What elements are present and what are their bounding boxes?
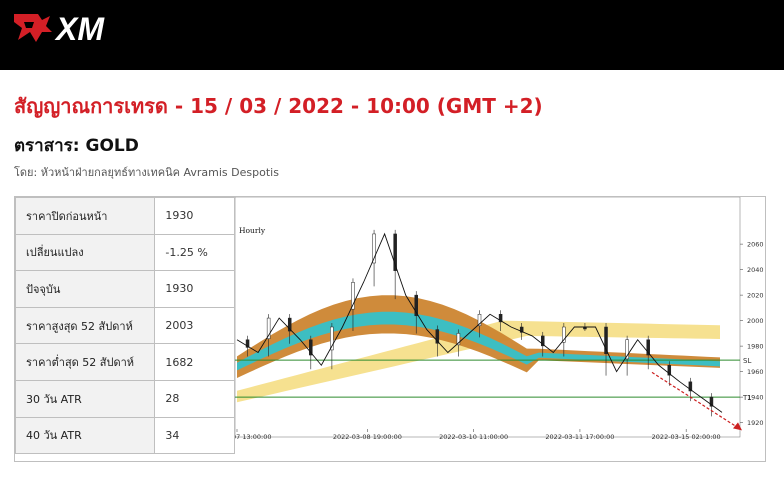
candle-body [435,329,440,344]
stats-row: ปัจจุบัน 1930 [14,270,235,308]
candle-body [245,339,250,348]
y-tick-label: 1960 [747,368,764,376]
candle-body [646,339,650,356]
candle-body [625,339,629,360]
target-arrow-line [651,371,737,427]
stats-table: ราคาปิดก่อนหน้า 1930 เปลี่ยนแปลง -1.25 % ปัจ… [14,197,235,455]
bull-logo-icon [14,14,52,42]
stat-value: 34 [154,416,235,455]
stat-value: 28 [154,379,235,418]
candle-body [351,282,355,310]
candle-body [330,326,334,351]
price-line [236,232,723,413]
y-tick-label: 2040 [747,266,764,274]
candle-body [287,317,292,332]
y-tick-label: 1980 [747,343,764,351]
candle-body [562,326,566,343]
stats-row: 30 วัน ATR 28 [14,379,235,418]
stat-label: ราคาปิดก่อนหน้า [14,197,156,235]
page-title: สัญญาณการเทรด - 15 / 03 / 2022 - 10:00 (… [14,94,543,118]
y-tick-label: 1920 [747,419,764,427]
candle-body [266,317,271,339]
timeframe-label: Hourly [239,226,266,235]
candle-body [498,314,503,323]
stats-row: เปลี่ยนแปลง -1.25 % [14,233,235,272]
price-chart: SL T1 1920 1940 1960 1980 2000 2020 2040 2060 2022… [235,197,764,441]
stat-value: 1682 [154,343,235,381]
y-tick-label: 2000 [747,317,764,325]
stat-label: ปัจจุบัน [14,270,156,308]
candle-body [456,333,461,346]
candle-body [519,326,524,333]
y-tick-label: 1940 [747,394,764,402]
candle-body [688,381,693,392]
xm-logo[interactable]: XM [12,10,132,46]
x-tick-label: 2022-03-10 11:00:00 [439,433,508,441]
candle-body [709,396,714,407]
stat-value: -1.25 % [154,233,235,272]
candle-body [372,233,376,264]
candle-body [604,326,608,355]
candle-body [477,314,482,326]
stat-label: ราคาต่ำสุด 52 สัปดาห์ [14,343,156,381]
author-line: โดย: หัวหน้าฝ่ายกลยุทธ์ทางเทคนิค Avramis… [14,166,279,179]
stat-label: เปลี่ยนแปลง [14,233,156,272]
level-label: T1 [742,394,752,402]
stats-row: ราคาปิดก่อนหน้า 1930 [14,197,235,235]
arrow-head-icon [733,422,742,431]
instrument-heading: ตราสาร: GOLD [14,136,139,156]
stats-row: 40 วัน ATR 34 [14,416,235,455]
x-tick-label: 2022-03-08 19:00:00 [333,433,402,441]
candle-body [541,335,545,347]
y-tick-label: 2060 [747,241,764,249]
top-bar: XM [0,0,784,70]
y-tick-label: 2020 [747,292,764,300]
candle-body [414,294,418,317]
stat-value: 2003 [154,306,235,345]
signal-panel: ราคาปิดก่อนหน้า 1930 เปลี่ยนแปลง -1.25 % ปัจ… [14,196,766,462]
stat-value: 1930 [154,197,235,235]
stats-row: ราคาต่ำสุด 52 สัปดาห์ 1682 [14,343,235,381]
x-tick-label: 2022-03-11 17:00:00 [545,433,614,441]
stats-row: ราคาสูงสุด 52 สัปดาห์ 2003 [14,306,235,345]
stat-label: ราคาสูงสุด 52 สัปดาห์ [14,306,156,345]
band-inner [237,311,720,371]
candle-body [393,233,397,271]
svg-text:XM: XM [54,11,105,46]
candle-body [667,365,672,376]
level-label: SL [743,357,751,365]
stat-label: 40 วัน ATR [14,416,156,455]
x-tick-label: 2022-03-15 02:00:00 [652,433,721,441]
x-tick-label: 2022-03-07 13:00:00 [235,433,272,441]
stat-label: 30 วัน ATR [14,379,156,418]
stat-value: 1930 [154,270,235,308]
candle-body [309,339,313,356]
